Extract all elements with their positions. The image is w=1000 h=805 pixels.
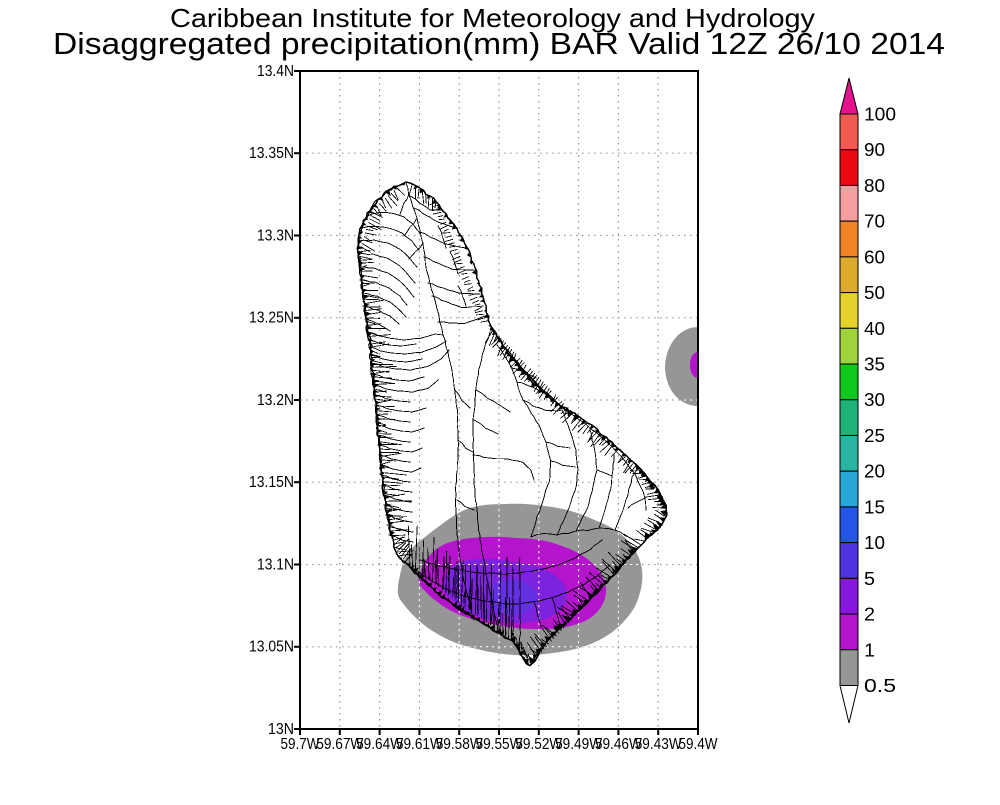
svg-text:15: 15 <box>864 496 885 517</box>
svg-text:60: 60 <box>864 246 885 267</box>
svg-text:Caribbean Institute for Meteor: Caribbean Institute for Meteorology and … <box>170 3 815 33</box>
svg-text:59.49W: 59.49W <box>555 736 602 753</box>
svg-text:59.43W: 59.43W <box>635 736 682 753</box>
svg-text:59.61W: 59.61W <box>396 736 443 753</box>
svg-text:13.05N: 13.05N <box>249 639 294 656</box>
svg-text:59.67W: 59.67W <box>316 736 363 753</box>
svg-text:10: 10 <box>864 532 885 553</box>
svg-text:20: 20 <box>864 461 885 482</box>
svg-text:13.1N: 13.1N <box>257 556 294 573</box>
svg-text:70: 70 <box>864 211 885 232</box>
svg-text:59.58W: 59.58W <box>436 736 483 753</box>
svg-text:100: 100 <box>864 104 896 125</box>
svg-text:59.52W: 59.52W <box>515 736 562 753</box>
svg-text:13.35N: 13.35N <box>249 145 294 162</box>
svg-text:13.2N: 13.2N <box>257 392 294 409</box>
svg-text:59.7W: 59.7W <box>281 736 320 753</box>
svg-text:13.3N: 13.3N <box>257 227 294 244</box>
svg-text:50: 50 <box>864 282 885 303</box>
svg-text:1: 1 <box>864 639 875 660</box>
svg-text:5: 5 <box>864 568 875 589</box>
svg-text:59.46W: 59.46W <box>595 736 642 753</box>
svg-text:0.5: 0.5 <box>864 675 896 696</box>
svg-text:13.25N: 13.25N <box>249 310 294 327</box>
svg-text:40: 40 <box>864 318 885 339</box>
svg-text:13N: 13N <box>268 721 294 738</box>
svg-text:90: 90 <box>864 139 885 160</box>
svg-text:30: 30 <box>864 389 885 410</box>
svg-text:59.64W: 59.64W <box>356 736 403 753</box>
svg-text:2: 2 <box>864 604 875 625</box>
svg-text:13.4N: 13.4N <box>257 63 294 80</box>
svg-text:35: 35 <box>864 354 885 375</box>
svg-text:59.4W: 59.4W <box>679 736 718 753</box>
svg-text:59.55W: 59.55W <box>476 736 523 753</box>
svg-text:Disaggregated precipitation(mm: Disaggregated precipitation(mm) BAR Vali… <box>53 26 945 61</box>
svg-text:13.15N: 13.15N <box>249 474 294 491</box>
svg-text:25: 25 <box>864 425 885 446</box>
svg-text:80: 80 <box>864 175 885 196</box>
